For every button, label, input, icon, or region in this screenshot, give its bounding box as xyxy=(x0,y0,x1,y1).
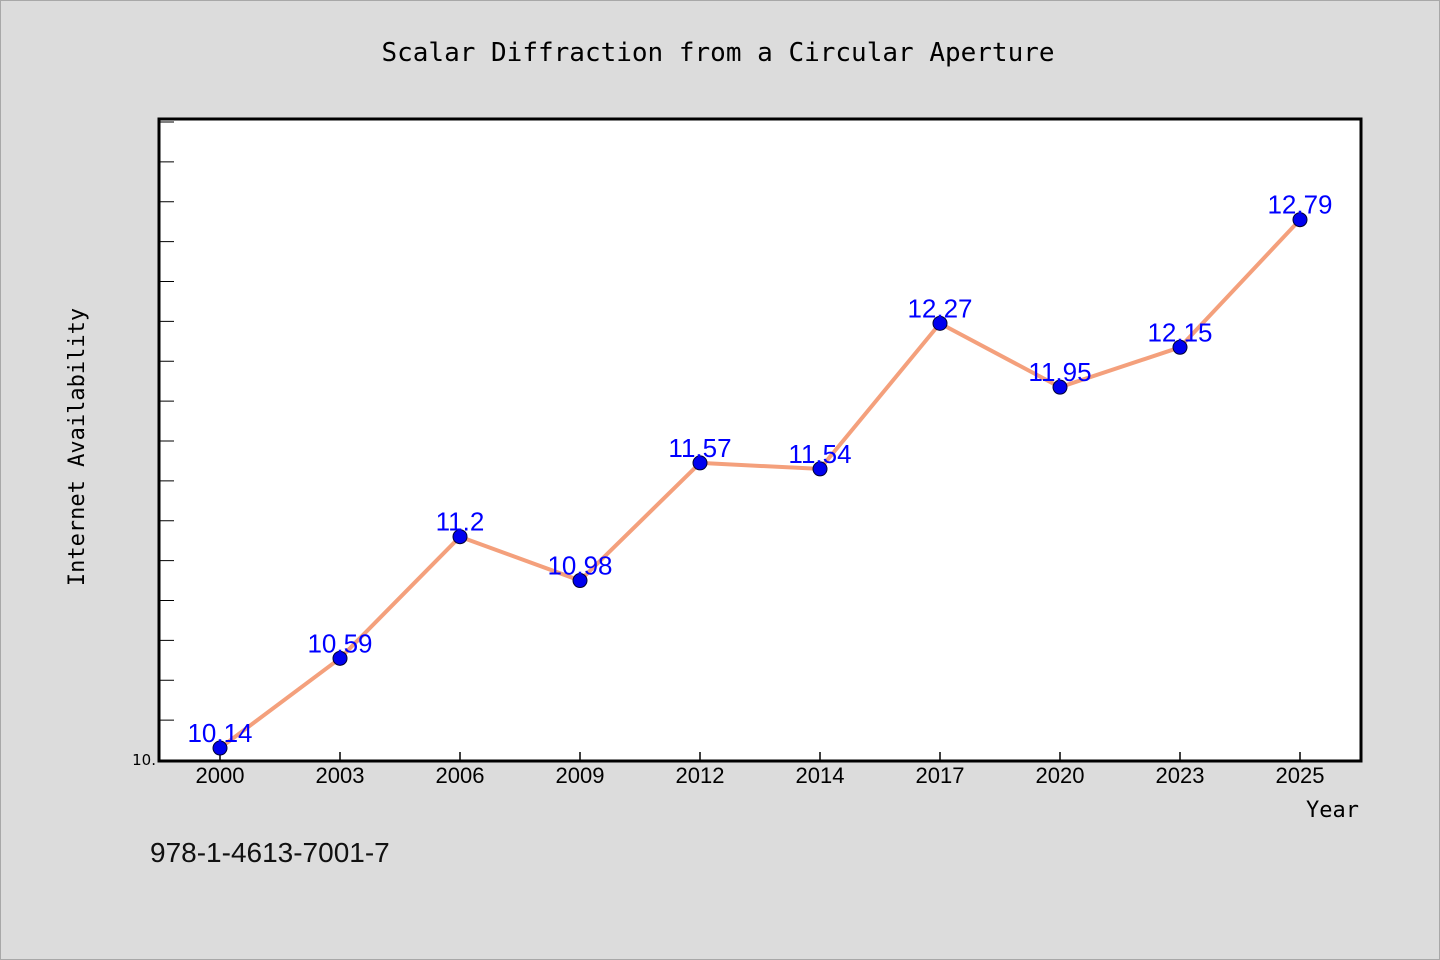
data-point xyxy=(572,573,588,589)
data-point xyxy=(1172,339,1188,355)
x-tick-label: 2025 xyxy=(1276,763,1325,788)
data-label: 12.79 xyxy=(1267,190,1332,220)
data-label: 11.95 xyxy=(1028,357,1091,387)
data-labels: 10.14 10.59 11.2 10.98 11.57 11.54 12.27 11.95 1… xyxy=(187,190,1332,748)
data-point xyxy=(332,650,348,666)
x-axis-label: Year xyxy=(1306,798,1359,823)
data-label: 11.2 xyxy=(436,507,485,537)
data-label: 11.54 xyxy=(788,439,851,469)
x-tick-label: 2009 xyxy=(556,763,605,788)
series-lines xyxy=(218,217,1302,751)
x-tick-label: 2020 xyxy=(1036,763,1085,788)
y-axis-tick-labels: 10. xyxy=(132,751,156,769)
data-label: 10.98 xyxy=(547,551,612,581)
x-tick-label: 2012 xyxy=(676,763,725,788)
data-point xyxy=(1052,379,1068,395)
footer-isbn-text: 978-1-4613-7001-7 xyxy=(150,837,390,868)
data-label: 12.15 xyxy=(1147,317,1212,347)
data-label: 12.27 xyxy=(907,293,972,323)
data-point xyxy=(692,455,708,471)
y-axis-label: Internet Availability xyxy=(65,308,90,586)
data-label: 10.59 xyxy=(307,628,372,658)
x-tick-label: 2017 xyxy=(916,763,965,788)
data-point xyxy=(452,529,468,545)
series-markers xyxy=(212,212,1308,756)
x-tick-label: 2000 xyxy=(196,763,245,788)
data-point xyxy=(1292,212,1308,228)
data-label: 10.14 xyxy=(187,718,252,748)
plot-area xyxy=(157,117,1363,763)
x-tick-label: 2006 xyxy=(436,763,485,788)
y-tick-label: 10. xyxy=(132,751,156,769)
y-axis-ticks xyxy=(160,121,174,721)
data-point xyxy=(812,461,828,477)
x-tick-label: 2023 xyxy=(1156,763,1205,788)
data-label: 11.57 xyxy=(668,433,731,463)
data-point xyxy=(212,740,228,756)
chart-title: Scalar Diffraction from a Circular Apert… xyxy=(381,38,1054,68)
x-tick-label: 2003 xyxy=(316,763,365,788)
x-axis-tick-labels: 2000 2003 2006 2009 2012 2014 2017 2020 2023 2025 xyxy=(196,763,1325,788)
data-point xyxy=(932,315,948,331)
x-tick-label: 2014 xyxy=(796,763,845,788)
series-line xyxy=(218,217,1302,751)
